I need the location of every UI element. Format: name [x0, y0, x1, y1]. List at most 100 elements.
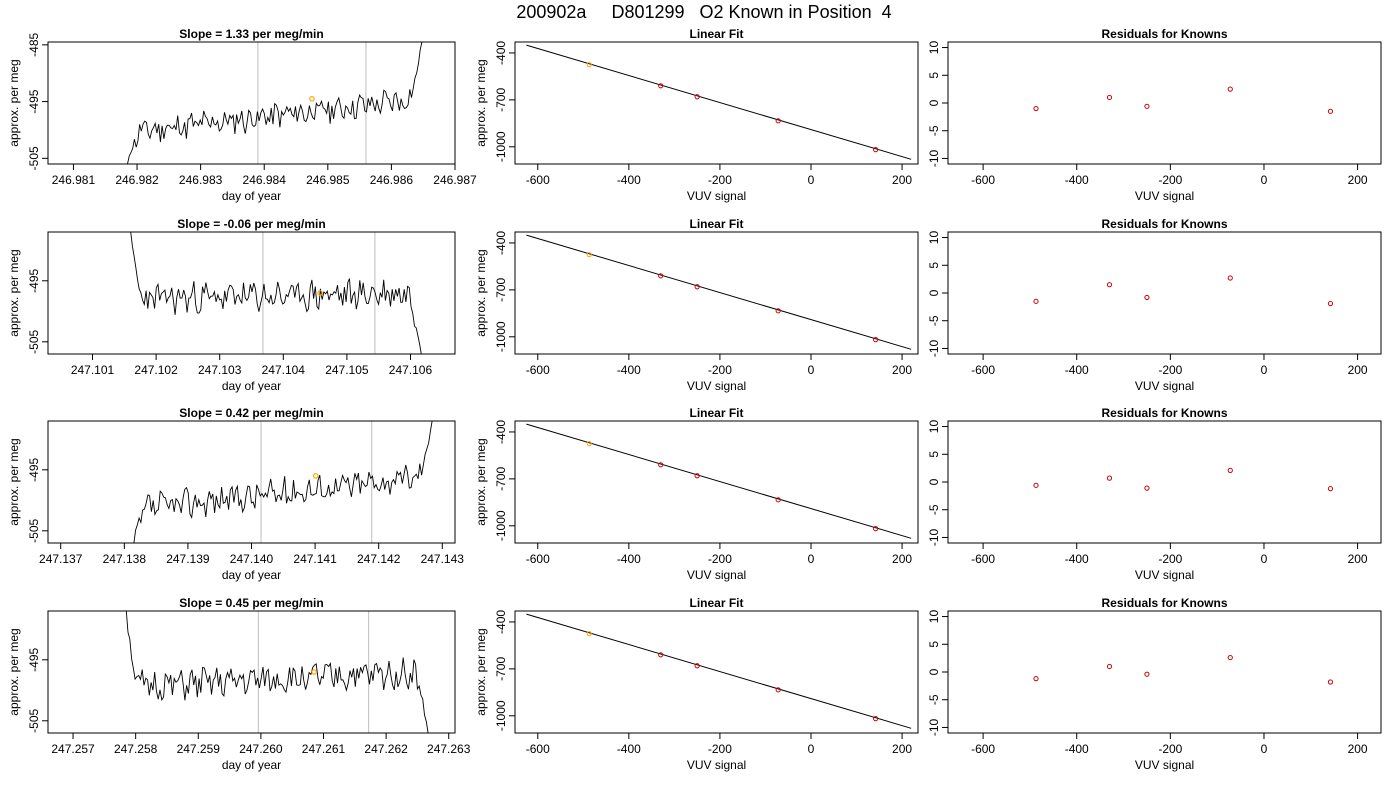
x-tick-label: -600	[526, 552, 550, 566]
plot-frame	[947, 41, 1382, 165]
plot-area	[526, 44, 912, 160]
chart-panel-r1c2: Residuals for Knowns -600 -400 -200 0 200 10 5 0…	[927, 217, 1382, 393]
plot-area	[1033, 275, 1334, 307]
chart-panel-r3c2: Residuals for Knowns -600 -400 -200 0 200 10 5 0…	[927, 596, 1382, 772]
fit-point	[658, 273, 664, 279]
y-tick-label: -400	[494, 420, 508, 444]
y-tick-label: 5	[927, 451, 941, 458]
x-tick-label: -200	[1158, 363, 1182, 377]
y-tick-label: -495	[27, 647, 41, 671]
residual-point	[1106, 663, 1113, 670]
y-tick-label: -495	[27, 268, 41, 292]
x-tick-label: 246.987	[433, 173, 477, 187]
plot-frame	[514, 610, 919, 734]
x-tick-label: 247.104	[262, 363, 306, 377]
y-tick-label: -5	[927, 125, 941, 136]
plot-frame	[514, 231, 919, 355]
residual-point	[1106, 475, 1113, 481]
fit-point	[586, 631, 592, 637]
fit-line	[526, 423, 912, 539]
x-tick-label: 0	[808, 363, 815, 377]
data-trace	[127, 42, 423, 164]
y-tick-label: -505	[27, 708, 41, 732]
y-tick-label: 0	[927, 668, 941, 675]
chart-panel-r1c1: Linear Fit -600 -400 -200 0 200 -400 -700 -1000 V…	[474, 217, 919, 393]
plot-area	[526, 234, 912, 350]
fit-point	[873, 337, 879, 343]
residual-point	[1144, 103, 1150, 109]
y-tick-label: -505	[27, 146, 41, 170]
y-tick-label: -1000	[494, 321, 508, 352]
chart-panel-r2c2: Residuals for Knowns -600 -400 -200 0 200 10 5 0…	[927, 406, 1382, 582]
chart-panel-r0c1: Linear Fit -600 -400 -200 0 200 -400 -700 -1000 V…	[474, 27, 919, 203]
chart-panel-r0c2: Residuals for Knowns -600 -400 -200 0 200 10 5 0…	[927, 27, 1382, 203]
x-tick-label: 200	[1348, 742, 1368, 756]
x-tick-label: 247.102	[134, 363, 178, 377]
x-tick-label: 0	[1261, 742, 1268, 756]
y-tick-label: -505	[27, 329, 41, 353]
data-trace	[125, 611, 429, 733]
plot-frame	[47, 41, 456, 165]
fit-line	[526, 234, 912, 350]
plot-frame	[514, 41, 919, 165]
panel-title: Slope = 0.42 per meg/min	[179, 406, 323, 420]
y-tick-label: 5	[927, 641, 941, 648]
plot-frame	[47, 610, 456, 734]
y-tick-label: -400	[494, 610, 508, 634]
x-axis-label: day of year	[222, 189, 281, 203]
y-tick-label: -495	[27, 89, 41, 113]
x-tick-label: -400	[617, 742, 641, 756]
y-tick-label: -485	[27, 33, 41, 57]
y-tick-label: -10	[927, 149, 941, 167]
y-axis-label: approx. per meg	[7, 59, 21, 146]
x-tick-label: -600	[971, 742, 995, 756]
data-trace	[130, 232, 422, 354]
y-axis: -495 -505	[27, 457, 48, 543]
y-axis: -495 -505	[27, 647, 48, 733]
x-tick-label: -200	[708, 742, 732, 756]
chart-panel-r2c0: Slope = 0.42 per meg/min 247.137 247.138 24…	[7, 406, 464, 582]
x-axis-label: VUV signal	[687, 379, 746, 393]
fit-point	[586, 252, 592, 258]
y-axis: 10 5 0 -5 -10	[927, 231, 948, 357]
fit-point	[694, 94, 700, 100]
x-axis: -600 -400 -200 0 200	[526, 164, 912, 187]
residual-point	[1327, 300, 1334, 307]
y-axis-label: approx. per meg	[7, 249, 21, 336]
x-tick-label: 246.985	[306, 173, 350, 187]
fit-point	[586, 62, 592, 68]
x-tick-label: 247.142	[357, 552, 401, 566]
x-tick-label: 246.983	[179, 173, 223, 187]
y-tick-label: 10	[927, 231, 941, 245]
y-axis-label: approx. per meg	[474, 59, 488, 146]
y-tick-label: -10	[927, 339, 941, 357]
fit-point	[694, 473, 700, 479]
figure-title: 200902a D801299 O2 Known in Position 4	[516, 2, 891, 22]
highlight-point	[311, 669, 317, 675]
x-tick-label: -200	[1158, 552, 1182, 566]
plot-area	[127, 42, 423, 164]
y-tick-label: 0	[927, 289, 941, 296]
residual-point	[1033, 298, 1039, 304]
y-axis: -495 -505	[27, 268, 48, 354]
x-tick-label: -600	[971, 363, 995, 377]
y-tick-label: 5	[927, 262, 941, 269]
x-tick-label: 247.140	[230, 552, 274, 566]
x-axis-label: day of year	[222, 379, 281, 393]
plot-frame	[947, 231, 1382, 355]
chart-panel-r2c1: Linear Fit -600 -400 -200 0 200 -400 -700 -1000 V…	[474, 406, 919, 582]
y-tick-label: 5	[927, 72, 941, 79]
x-tick-label: -400	[1065, 363, 1089, 377]
panel-title: Linear Fit	[689, 217, 743, 231]
x-axis: -600 -400 -200 0 200	[526, 543, 912, 566]
y-axis: -400 -700 -1000	[494, 231, 515, 352]
x-axis: 247.137 247.138 247.139 247.140 247.141 247.1…	[39, 543, 464, 566]
x-tick-label: 246.982	[115, 173, 159, 187]
y-axis: 10 5 0 -5 -10	[927, 420, 948, 546]
x-tick-label: 247.105	[325, 363, 369, 377]
x-tick-label: -200	[1158, 742, 1182, 756]
y-axis-label: approx. per meg	[7, 628, 21, 715]
